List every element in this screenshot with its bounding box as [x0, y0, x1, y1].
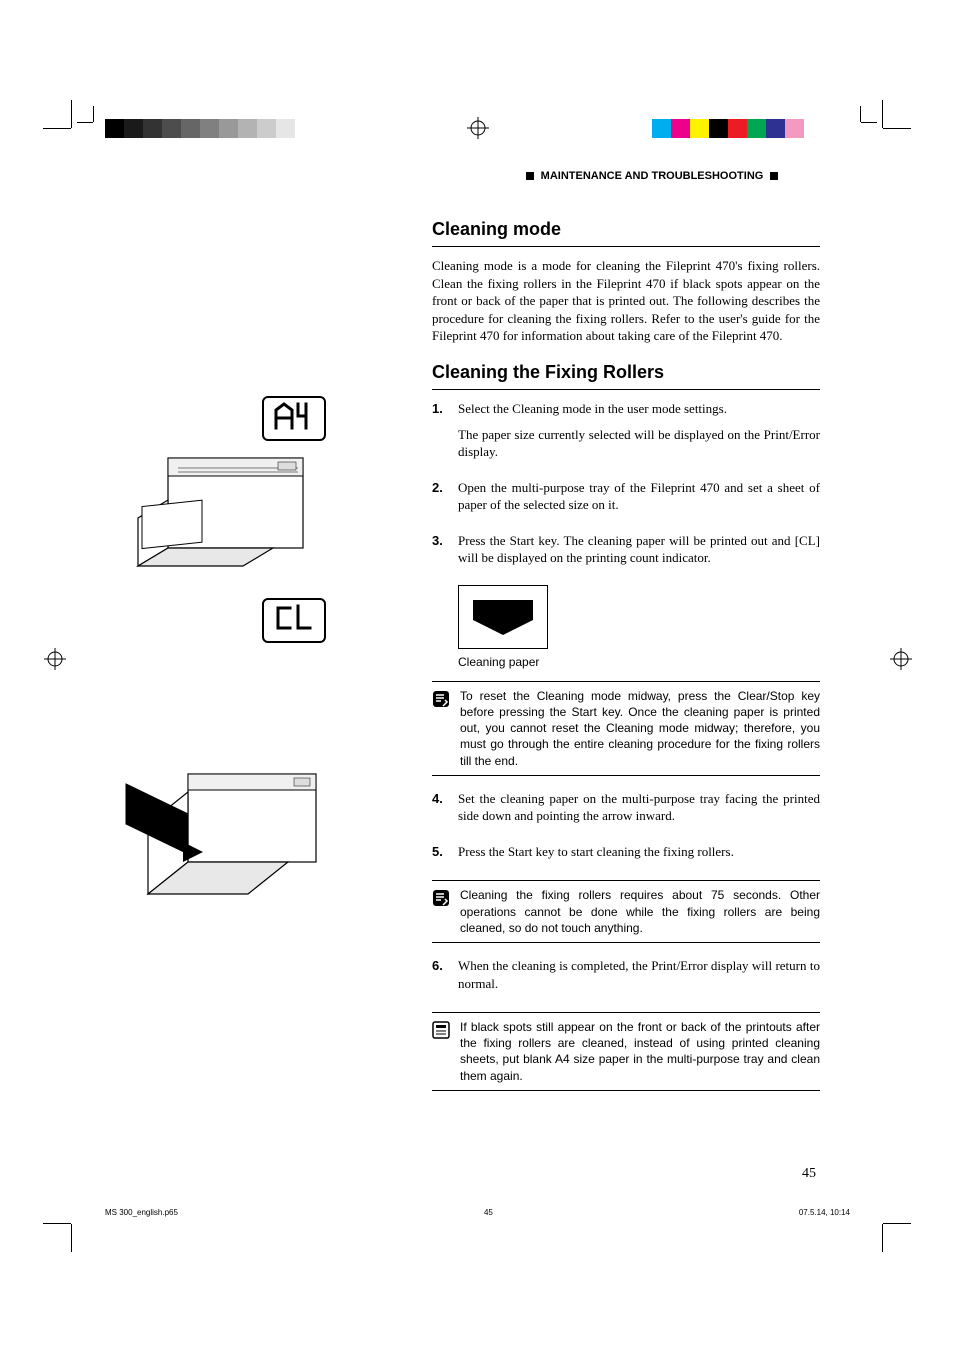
note-icon	[432, 889, 450, 907]
section-header: MAINTENANCE AND TROUBLESHOOTING	[487, 170, 817, 182]
note-box: If black spots still appear on the front…	[432, 1012, 820, 1091]
footer-page: 45	[484, 1208, 493, 1217]
crop-mark	[883, 1223, 911, 1224]
step-text: When the cleaning is completed, the Prin…	[458, 957, 820, 992]
note-text: If black spots still appear on the front…	[460, 1019, 820, 1084]
step-list: 4. Set the cleaning paper on the multi-p…	[432, 790, 820, 869]
note-box: Cleaning the fixing rollers requires abo…	[432, 880, 820, 943]
step-text: Select the Cleaning mode in the user mod…	[458, 400, 820, 418]
header-text: MAINTENANCE AND TROUBLESHOOTING	[541, 170, 764, 182]
crop-mark	[43, 1223, 71, 1224]
section-title-fixing-rollers: Cleaning the Fixing Rollers	[432, 362, 820, 390]
step-text: Press the Start key. The cleaning paper …	[458, 532, 820, 567]
registration-mark-icon	[44, 648, 66, 670]
crop-mark	[861, 122, 877, 123]
step-list: 1. Select the Cleaning mode in the user …	[432, 400, 820, 575]
step-number: 1.	[432, 400, 448, 469]
crop-mark	[860, 106, 861, 122]
square-icon	[770, 172, 778, 180]
grayscale-bar	[105, 119, 295, 138]
printer-illustration-2	[118, 764, 328, 912]
step-text: Press the Start key to start cleaning th…	[458, 843, 734, 861]
cl-display	[262, 598, 326, 643]
footer: MS 300_english.p65 45 07.5.14, 10:14	[105, 1208, 850, 1217]
crop-mark	[883, 128, 911, 129]
cleaning-paper-figure: Cleaning paper	[458, 585, 820, 669]
footer-filename: MS 300_english.p65	[105, 1208, 178, 1217]
step-item: 1. Select the Cleaning mode in the user …	[432, 400, 820, 469]
a4-display	[262, 396, 326, 441]
cleaning-paper-label: Cleaning paper	[458, 655, 820, 669]
note-box: To reset the Cleaning mode midway, press…	[432, 681, 820, 776]
step-item: 2. Open the multi-purpose tray of the Fi…	[432, 479, 820, 522]
crop-mark	[43, 128, 71, 129]
registration-mark-icon	[467, 117, 489, 139]
step-item: 4. Set the cleaning paper on the multi-p…	[432, 790, 820, 833]
step-item: 3. Press the Start key. The cleaning pap…	[432, 532, 820, 575]
section-title-cleaning-mode: Cleaning mode	[432, 219, 820, 247]
step-item: 6. When the cleaning is completed, the P…	[432, 957, 820, 1000]
info-icon	[432, 1021, 450, 1039]
step-number: 6.	[432, 957, 448, 1000]
note-text: To reset the Cleaning mode midway, press…	[460, 688, 820, 769]
square-icon	[526, 172, 534, 180]
registration-mark-icon	[890, 648, 912, 670]
page-number: 45	[802, 1166, 816, 1182]
step-number: 4.	[432, 790, 448, 833]
step-number: 5.	[432, 843, 448, 869]
crop-mark	[71, 1224, 72, 1252]
step-number: 2.	[432, 479, 448, 522]
printer-illustration	[128, 448, 320, 578]
step-item: 5. Press the Start key to start cleaning…	[432, 843, 820, 869]
color-bar	[652, 119, 842, 138]
crop-mark	[882, 100, 883, 128]
note-text: Cleaning the fixing rollers requires abo…	[460, 887, 820, 936]
crop-mark	[71, 100, 72, 128]
step-text: Set the cleaning paper on the multi-purp…	[458, 790, 820, 825]
crop-mark	[882, 1224, 883, 1252]
crop-mark	[77, 122, 93, 123]
step-number: 3.	[432, 532, 448, 575]
crop-mark	[93, 106, 94, 122]
step-subtext: The paper size currently selected will b…	[458, 426, 820, 461]
note-icon	[432, 690, 450, 708]
step-text: Open the multi-purpose tray of the Filep…	[458, 479, 820, 514]
body-paragraph: Cleaning mode is a mode for cleaning the…	[432, 257, 820, 345]
footer-datetime: 07.5.14, 10:14	[799, 1208, 850, 1217]
step-list: 6. When the cleaning is completed, the P…	[432, 957, 820, 1000]
